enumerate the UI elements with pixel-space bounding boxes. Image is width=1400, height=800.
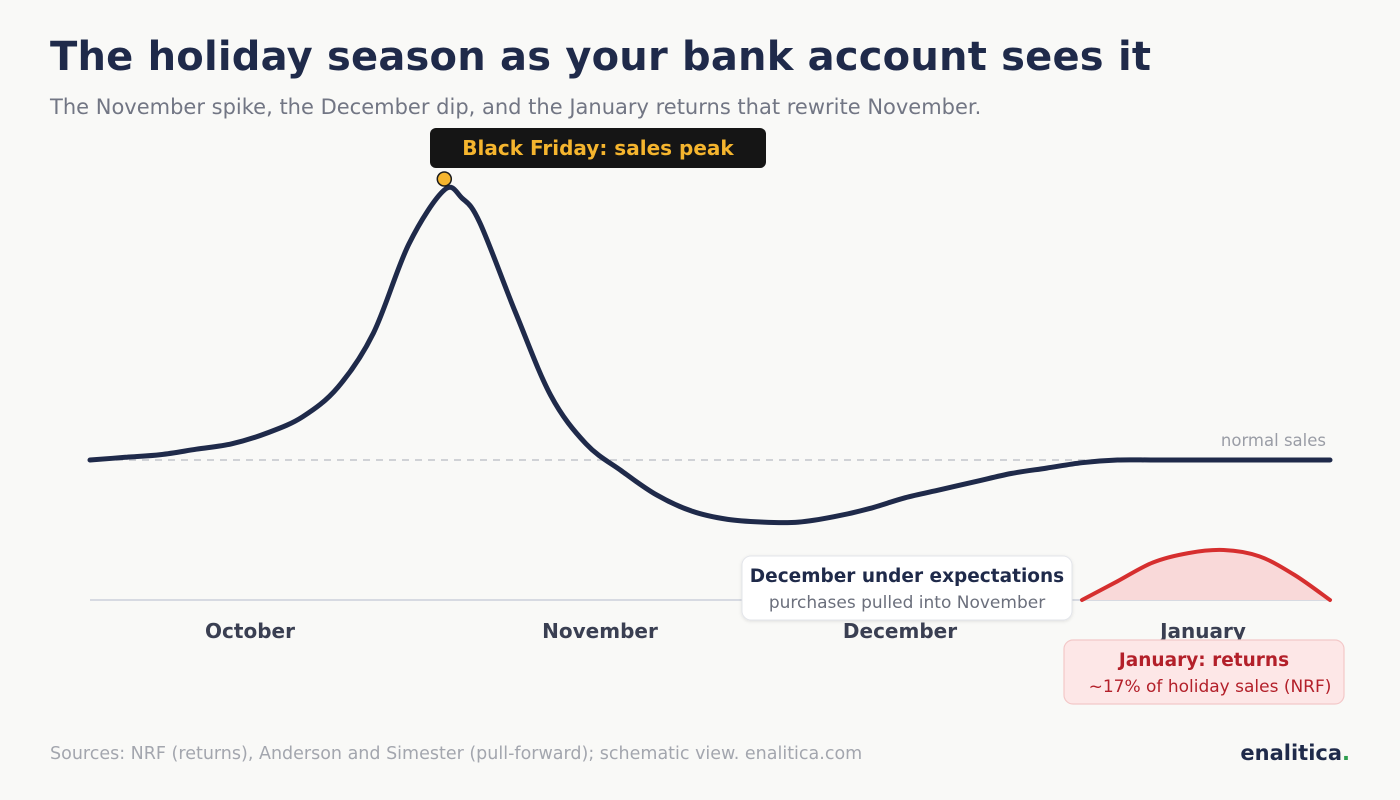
x-tick-labels: October November December January: [205, 619, 1246, 643]
chart-title: The holiday season as your bank account …: [50, 34, 1152, 80]
x-tick-november: November: [542, 619, 658, 643]
returns-area: [1082, 549, 1330, 600]
normal-sales-label: normal sales: [1221, 431, 1326, 450]
source-note: Sources: NRF (returns), Anderson and Sim…: [50, 744, 863, 764]
january-annotation-title: January: returns: [1117, 650, 1289, 671]
chart-subtitle: The November spike, the December dip, an…: [50, 95, 982, 119]
january-annotation-box: [1063, 639, 1345, 705]
x-tick-december: December: [843, 619, 957, 643]
x-tick-october: October: [205, 619, 295, 643]
january-annotation: January: returns ~17% of holiday sales (…: [1063, 639, 1345, 705]
december-annotation-text: purchases pulled into November: [769, 593, 1045, 613]
january-annotation-text: ~17% of holiday sales (NRF): [1089, 677, 1332, 697]
returns-line: [1080, 547, 1332, 602]
brand-dot: .: [1342, 741, 1350, 765]
december-annotation-title: December under expectations: [750, 566, 1064, 587]
december-annotation-box: [741, 555, 1073, 621]
sales-line: [87, 184, 1333, 526]
brand-logo: enalitica.: [1240, 741, 1350, 765]
peak-marker: [436, 171, 453, 187]
peak-label: Black Friday: sales peak: [462, 136, 734, 160]
brand-name: enalitica: [1240, 741, 1343, 765]
peak-annotation: Black Friday: sales peak: [430, 128, 766, 168]
peak-label-box: [430, 128, 766, 168]
december-annotation: December under expectations purchases pu…: [741, 555, 1073, 621]
x-tick-january: January: [1158, 619, 1246, 643]
